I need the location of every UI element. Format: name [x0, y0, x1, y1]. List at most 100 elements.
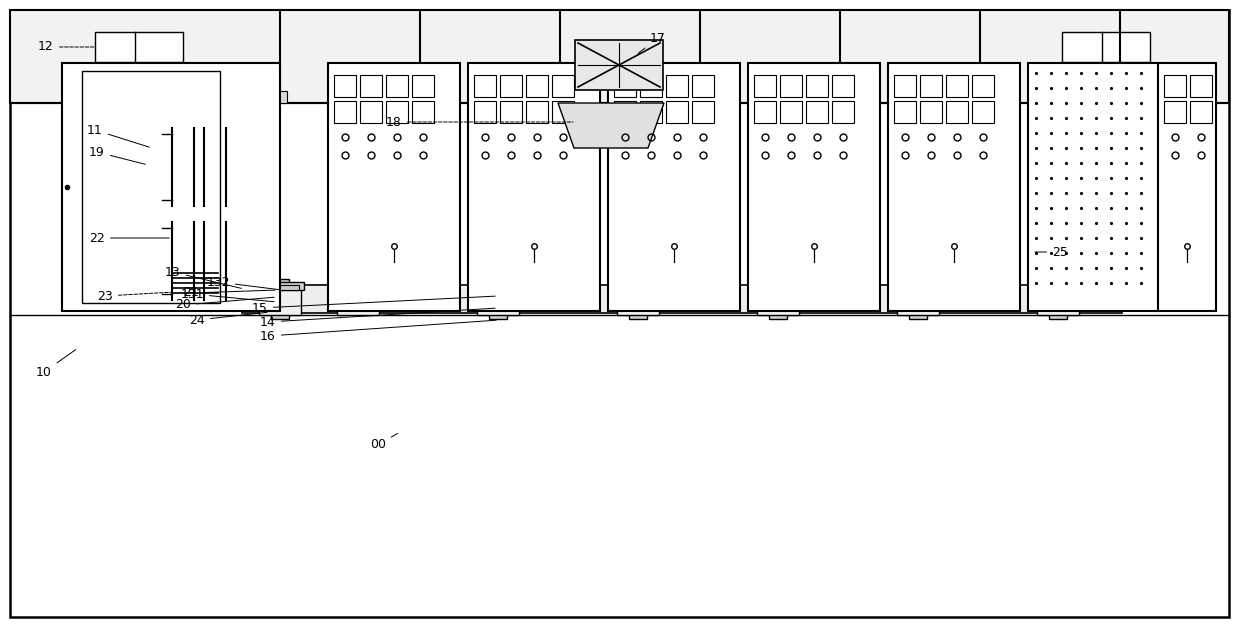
Bar	[242, 285, 1123, 313]
Bar	[1049, 279, 1067, 319]
Bar	[667, 101, 688, 123]
Bar	[527, 101, 548, 123]
Bar	[895, 101, 916, 123]
Bar	[361, 101, 382, 123]
Bar	[1163, 101, 1186, 123]
Bar	[1163, 75, 1186, 97]
Bar	[95, 32, 183, 62]
Bar	[781, 75, 802, 97]
Bar	[900, 285, 937, 290]
Text: 10: 10	[36, 350, 76, 379]
Bar	[256, 282, 304, 290]
Bar	[339, 285, 377, 290]
Bar	[479, 285, 517, 290]
Bar	[1028, 63, 1160, 311]
Text: 13: 13	[165, 265, 242, 288]
Bar	[973, 101, 994, 123]
Text: 17: 17	[638, 31, 665, 53]
Bar	[475, 101, 496, 123]
Bar	[413, 75, 434, 97]
Text: 131: 131	[180, 288, 274, 302]
Bar	[1189, 75, 1212, 97]
Bar	[271, 279, 289, 319]
Text: 18: 18	[387, 115, 574, 129]
Bar	[947, 101, 968, 123]
Bar	[620, 285, 657, 290]
Bar	[755, 282, 802, 290]
Bar	[769, 279, 787, 319]
Bar	[273, 91, 287, 103]
Bar	[261, 285, 299, 290]
Bar	[413, 91, 427, 103]
Bar	[335, 101, 356, 123]
Polygon shape	[558, 103, 664, 148]
Bar	[335, 282, 382, 290]
Bar	[387, 75, 408, 97]
Text: 132: 132	[206, 275, 279, 290]
Bar	[693, 101, 714, 123]
Bar	[615, 75, 636, 97]
Text: 24: 24	[190, 312, 268, 327]
Bar	[807, 75, 828, 97]
Bar	[475, 282, 522, 290]
Bar	[468, 63, 600, 311]
Bar	[1035, 282, 1082, 290]
Bar	[693, 91, 707, 103]
Bar	[629, 279, 647, 319]
Text: 21: 21	[183, 287, 275, 300]
Text: 20: 20	[175, 297, 274, 312]
Bar	[973, 91, 987, 103]
Bar	[501, 75, 522, 97]
Bar	[833, 101, 854, 123]
Bar	[82, 71, 221, 303]
Bar	[259, 285, 301, 315]
Bar	[553, 91, 567, 103]
Bar	[337, 285, 379, 315]
Bar	[608, 63, 740, 311]
Bar	[667, 75, 688, 97]
Bar	[361, 75, 382, 97]
Bar	[10, 10, 1229, 103]
Bar	[335, 75, 356, 97]
Bar	[477, 285, 519, 315]
Bar	[755, 75, 776, 97]
Bar	[909, 279, 927, 319]
Bar	[947, 75, 968, 97]
Bar	[575, 40, 663, 90]
Bar	[553, 101, 574, 123]
Text: 11: 11	[87, 124, 150, 147]
Bar	[760, 285, 797, 290]
Text: 15: 15	[252, 296, 496, 315]
Bar	[413, 101, 434, 123]
Bar	[895, 282, 942, 290]
Bar	[1062, 32, 1150, 62]
Bar	[755, 101, 776, 123]
Bar	[897, 285, 939, 315]
Bar	[501, 101, 522, 123]
Bar	[921, 101, 942, 123]
Text: 14: 14	[260, 308, 496, 329]
Bar	[641, 75, 662, 97]
Bar	[328, 63, 460, 311]
Bar	[475, 75, 496, 97]
Bar	[895, 75, 916, 97]
Bar	[1189, 101, 1212, 123]
Bar	[615, 101, 636, 123]
Bar	[757, 285, 799, 315]
Bar	[1040, 285, 1077, 290]
Bar	[833, 91, 847, 103]
Bar	[617, 285, 659, 315]
Text: 00: 00	[370, 433, 398, 451]
Bar	[807, 101, 828, 123]
Bar	[1113, 91, 1127, 103]
Text: 23: 23	[97, 290, 171, 302]
Bar	[553, 75, 574, 97]
Bar	[1158, 63, 1215, 311]
Bar	[781, 101, 802, 123]
Bar	[888, 63, 1020, 311]
Text: 25: 25	[1035, 246, 1068, 258]
Bar	[833, 75, 854, 97]
Bar	[641, 101, 662, 123]
Bar	[62, 63, 280, 311]
Bar	[748, 63, 880, 311]
